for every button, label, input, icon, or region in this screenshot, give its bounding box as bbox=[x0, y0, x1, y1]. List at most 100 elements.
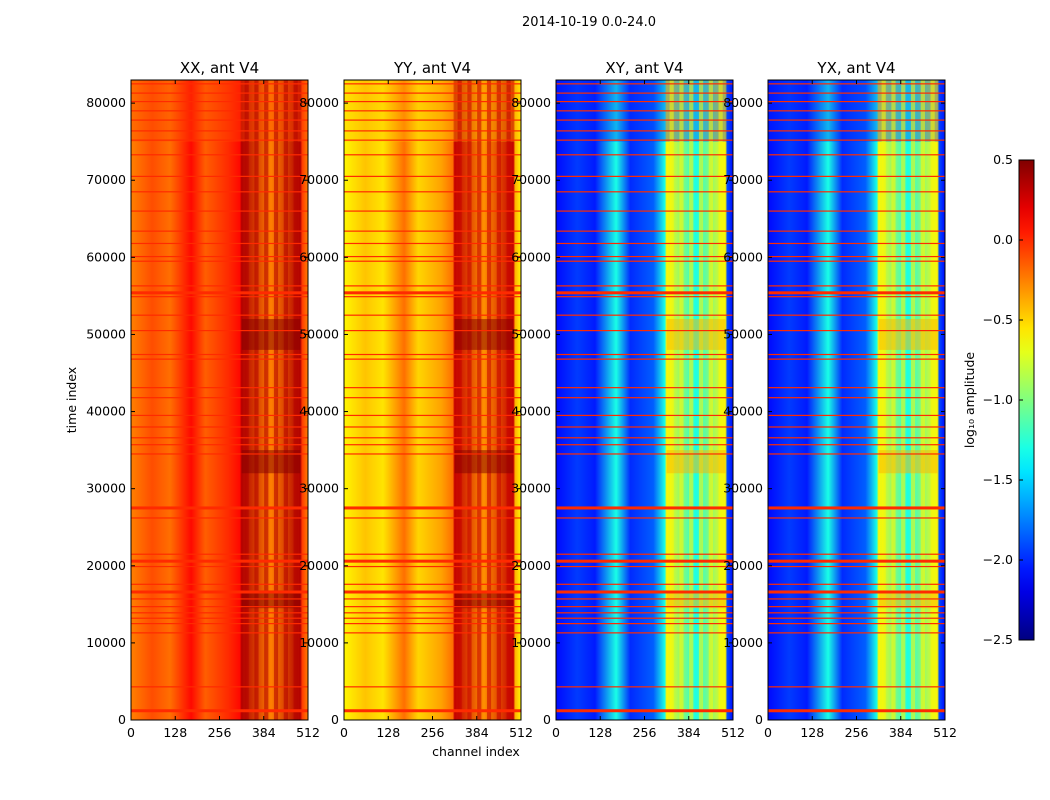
flagged-row-line bbox=[131, 330, 308, 332]
flagged-row-line bbox=[131, 230, 308, 232]
heatmap-channel-stripe bbox=[264, 80, 269, 720]
flagged-row-line bbox=[344, 139, 521, 141]
flagged-row-line bbox=[131, 285, 308, 287]
flagged-row-line bbox=[556, 285, 733, 287]
flagged-row-line bbox=[131, 426, 308, 428]
y-tick-label: 30000 bbox=[511, 481, 551, 496]
flagged-row-line bbox=[131, 242, 308, 245]
flagged-row-line bbox=[768, 553, 945, 555]
flagged-row-line bbox=[556, 583, 733, 585]
flagged-row-line bbox=[556, 139, 733, 141]
flagged-row-line bbox=[344, 517, 521, 519]
flagged-row-line bbox=[768, 285, 945, 287]
flagged-row-line bbox=[768, 230, 945, 232]
x-tick-label: 384 bbox=[677, 725, 701, 740]
flagged-row-line bbox=[768, 632, 945, 634]
y-tick-label: 10000 bbox=[511, 635, 551, 650]
flagged-row-line bbox=[344, 686, 521, 688]
flagged-row-line bbox=[344, 617, 521, 619]
flagged-row-line bbox=[344, 353, 521, 356]
flagged-row-line bbox=[556, 119, 733, 121]
flagged-row-line bbox=[768, 100, 945, 103]
flagged-row-line bbox=[768, 119, 945, 121]
x-tick-label: 128 bbox=[163, 725, 187, 740]
x-axis-label: channel index bbox=[432, 744, 520, 759]
y-tick-label: 60000 bbox=[511, 249, 551, 264]
flagged-row-line bbox=[131, 506, 308, 510]
y-tick-label: 60000 bbox=[86, 249, 126, 264]
flagged-row-line bbox=[344, 130, 521, 132]
y-tick-label: 50000 bbox=[723, 326, 763, 341]
panel-title: YY, ant V4 bbox=[393, 59, 471, 77]
flagged-row-line bbox=[131, 255, 308, 258]
flagged-row-line bbox=[131, 296, 308, 298]
flagged-row-line bbox=[768, 606, 945, 608]
heatmap-rfi-burst bbox=[666, 319, 726, 350]
flagged-row-line bbox=[131, 553, 308, 555]
x-tick-label: 128 bbox=[376, 725, 400, 740]
flagged-row-line bbox=[344, 242, 521, 245]
flagged-row-line bbox=[768, 191, 945, 193]
y-tick-label: 80000 bbox=[723, 95, 763, 110]
y-tick-label: 70000 bbox=[723, 172, 763, 187]
y-tick-label: 80000 bbox=[511, 95, 551, 110]
flagged-row-line bbox=[556, 387, 733, 389]
y-tick-label: 40000 bbox=[511, 404, 551, 419]
flagged-row-line bbox=[131, 709, 308, 713]
flagged-row-line bbox=[768, 583, 945, 585]
flagged-row-line bbox=[768, 686, 945, 688]
flagged-row-line bbox=[131, 453, 308, 455]
y-tick-label: 70000 bbox=[511, 172, 551, 187]
flagged-row-line bbox=[131, 444, 308, 446]
heatmap-channel-stripe bbox=[486, 80, 492, 720]
flagged-row-line bbox=[768, 291, 945, 295]
flagged-row-line bbox=[131, 110, 308, 112]
flagged-row-line bbox=[768, 210, 945, 212]
x-tick-label: 512 bbox=[296, 725, 320, 740]
flagged-row-line bbox=[556, 242, 733, 245]
flagged-row-line bbox=[131, 139, 308, 141]
heatmap-channel-stripe bbox=[881, 80, 886, 720]
flagged-row-line bbox=[556, 330, 733, 332]
y-tick-label: 30000 bbox=[299, 481, 339, 496]
y-tick-label: 0 bbox=[543, 712, 551, 727]
heatmap-channel-stripe bbox=[930, 80, 935, 720]
y-tick-label: 40000 bbox=[86, 404, 126, 419]
heatmap-channel-stripe bbox=[273, 80, 279, 720]
flagged-row-line bbox=[344, 583, 521, 585]
flagged-row-line bbox=[556, 426, 733, 428]
flagged-row-line bbox=[556, 397, 733, 399]
flagged-row-line bbox=[344, 330, 521, 332]
flagged-row-line bbox=[344, 559, 521, 563]
colorbar-tick-label: −1.5 bbox=[983, 472, 1013, 487]
flagged-row-line bbox=[556, 130, 733, 132]
x-tick-label: 256 bbox=[633, 725, 657, 740]
x-tick-label: 128 bbox=[800, 725, 824, 740]
flagged-row-line bbox=[344, 598, 521, 600]
heatmap-panel: YX, ant V4 0 128 256 384 512 0 10000 20000 30000 4… bbox=[723, 59, 957, 740]
flagged-row-line bbox=[556, 612, 733, 614]
flagged-row-line bbox=[556, 709, 733, 713]
y-tick-label: 0 bbox=[331, 712, 339, 727]
heatmap-channel-stripe bbox=[496, 80, 501, 720]
flagged-row-line bbox=[556, 565, 733, 568]
flagged-row-line bbox=[131, 583, 308, 585]
flagged-row-line bbox=[556, 617, 733, 619]
flagged-row-line bbox=[768, 623, 945, 625]
x-tick-label: 256 bbox=[845, 725, 869, 740]
flagged-row-line bbox=[768, 387, 945, 389]
y-tick-label: 80000 bbox=[86, 95, 126, 110]
y-tick-label: 10000 bbox=[299, 635, 339, 650]
heatmap-rfi-burst bbox=[454, 450, 514, 474]
flagged-row-line bbox=[556, 358, 733, 360]
colorbar-tick-label: −1.0 bbox=[983, 392, 1013, 407]
y-tick-label: 20000 bbox=[511, 558, 551, 573]
x-tick-label: 0 bbox=[340, 725, 348, 740]
flagged-row-line bbox=[344, 565, 521, 568]
flagged-row-line bbox=[768, 590, 945, 594]
y-tick-label: 60000 bbox=[723, 249, 763, 264]
flagged-row-line bbox=[556, 110, 733, 112]
flagged-row-line bbox=[344, 414, 521, 417]
flagged-row-line bbox=[131, 606, 308, 608]
flagged-row-line bbox=[556, 559, 733, 563]
